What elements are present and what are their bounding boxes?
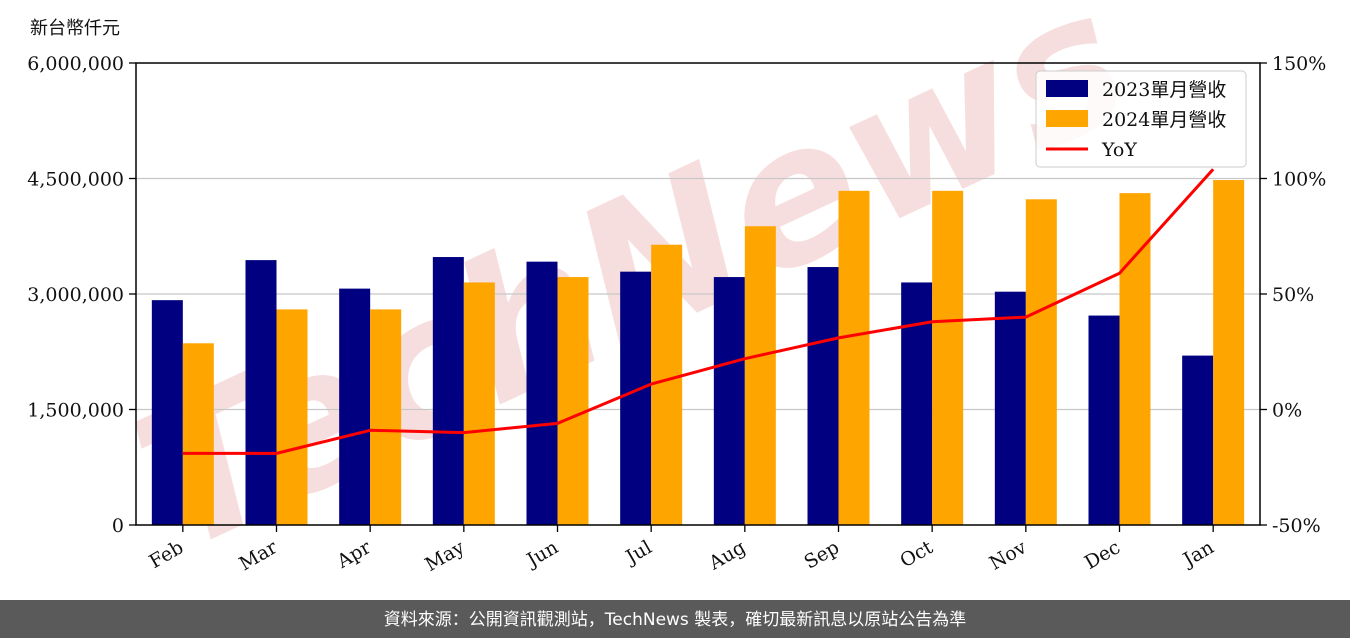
x-tick-label: Apr — [333, 536, 376, 573]
bar-2023 — [901, 282, 933, 525]
bar-2024 — [838, 190, 870, 525]
x-tick-label: May — [421, 536, 468, 576]
y-axis-unit: 新台幣仟元 — [30, 18, 120, 39]
legend: 2023單月營收 2024單月營收 YoY — [1035, 70, 1247, 168]
bar-2023 — [339, 288, 371, 525]
bar-2023 — [526, 261, 558, 525]
y2-tick-label: 50% — [1272, 284, 1314, 306]
bar-2024 — [1025, 199, 1057, 526]
footer-bar — [0, 600, 1350, 638]
y2-tick-label: -50% — [1272, 515, 1321, 537]
bar-2023 — [807, 267, 839, 525]
yoy-line — [182, 168, 1215, 455]
x-tick-label: Jun — [521, 536, 562, 572]
x-tick-label: Nov — [986, 536, 1031, 575]
legend-label: 2024單月營收 — [1102, 109, 1226, 131]
plot-frame — [135, 62, 1261, 526]
legend-label: YoY — [1101, 139, 1137, 161]
x-tick-label: Aug — [704, 536, 749, 575]
x-tick-label: Dec — [1081, 536, 1124, 574]
yoy-line-layer — [182, 168, 1215, 455]
bar-2024 — [1213, 180, 1245, 526]
bar-2023 — [994, 291, 1026, 525]
bar-2023 — [151, 300, 183, 525]
y2-tick-label: 100% — [1272, 169, 1326, 191]
legend-swatch — [1046, 80, 1088, 97]
y2-tick-label: 0% — [1272, 400, 1302, 422]
bar-2023 — [1182, 355, 1214, 525]
bar-2024 — [276, 309, 308, 525]
bar-2024 — [463, 282, 495, 525]
x-tick-label: Jul — [620, 536, 655, 569]
x-tick-label: Jan — [1178, 536, 1218, 572]
bar-2023 — [1088, 315, 1120, 525]
footer: 資料來源：公開資訊觀測站，TechNews 製表，確切最新訊息以原站公告為準 — [0, 600, 1350, 638]
legend-box — [1035, 70, 1247, 168]
legend-label: 2023單月營收 — [1102, 79, 1226, 101]
bar-2024 — [182, 343, 214, 525]
bar-2024 — [651, 244, 683, 525]
bar-2023 — [713, 277, 745, 525]
y2-tick-label: 150% — [1272, 53, 1326, 75]
bar-2023 — [432, 257, 464, 525]
footer-text: 資料來源：公開資訊觀測站，TechNews 製表，確切最新訊息以原站公告為準 — [384, 610, 966, 630]
legend-swatch — [1046, 110, 1088, 127]
bar-2024 — [370, 309, 402, 525]
y-tick-label: 3,000,000 — [27, 284, 124, 306]
bar-2024 — [1119, 193, 1151, 525]
bar-2024 — [932, 190, 964, 525]
bar-2023 — [620, 271, 652, 525]
bar-2024 — [557, 277, 589, 525]
y-tick-label: 4,500,000 — [27, 169, 124, 191]
bars — [151, 180, 1245, 526]
y-tick-label: 6,000,000 — [27, 53, 124, 75]
bar-2024 — [744, 226, 776, 526]
x-tick-label: Sep — [800, 536, 843, 573]
y-tick-label: 1,500,000 — [27, 400, 124, 422]
y-tick-label: 0 — [112, 515, 124, 537]
bar-2023 — [245, 260, 277, 525]
x-tick-label: Oct — [896, 536, 937, 572]
